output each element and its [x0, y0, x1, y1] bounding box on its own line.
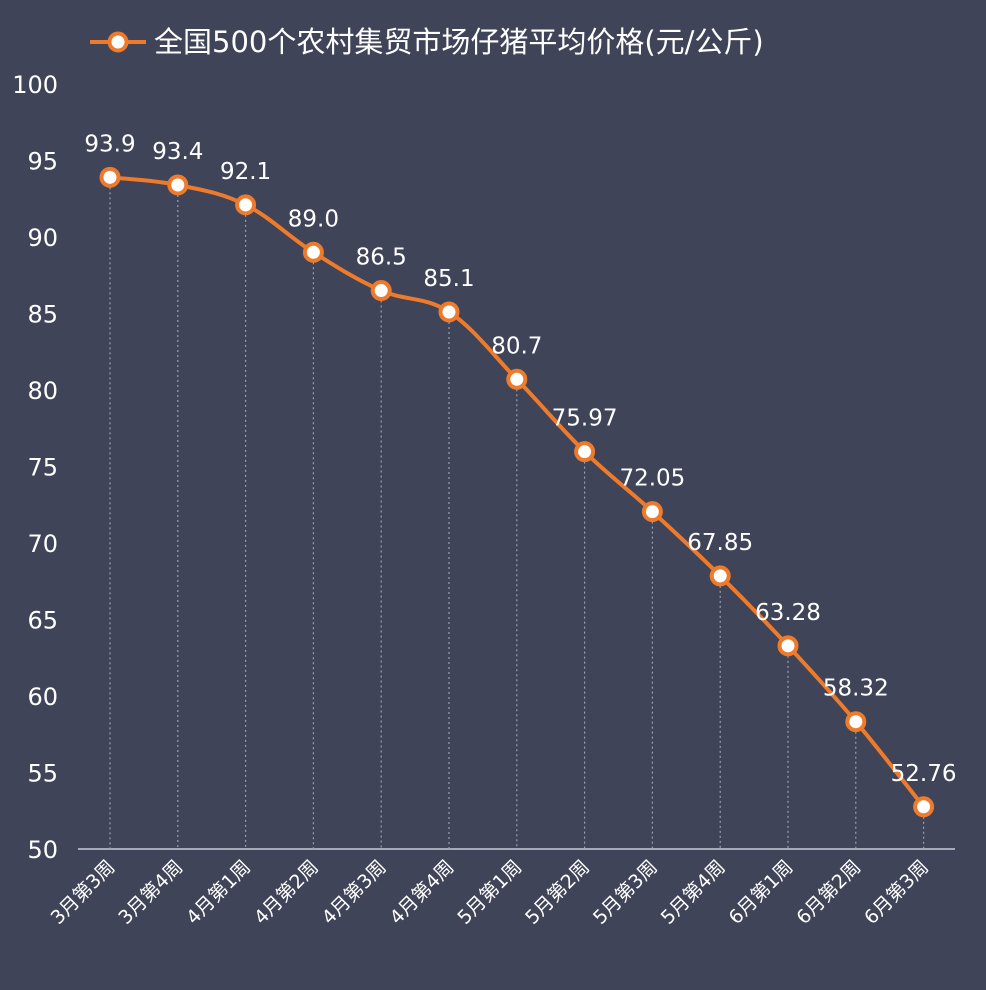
data-point: [506, 368, 528, 390]
y-tick-label: 85: [27, 301, 58, 329]
data-point: [167, 174, 189, 196]
data-point: [574, 441, 596, 463]
x-tick-label: 6月第1周: [725, 856, 798, 929]
data-labels: 93.9 93.4 92.1 89.0 86.5 85.1 80.7 75.97 72.05 67…: [84, 131, 956, 786]
data-label: 80.7: [491, 333, 542, 359]
x-tick-label: 4月第1周: [182, 856, 255, 929]
data-label: 58.32: [823, 676, 889, 702]
x-tick-label: 4月第2周: [250, 856, 323, 929]
data-label: 85.1: [423, 266, 474, 292]
data-label: 93.4: [152, 139, 203, 165]
data-label: 86.5: [356, 245, 407, 271]
x-tick-label: 4月第3周: [318, 856, 391, 929]
y-tick-label: 70: [27, 530, 58, 558]
y-tick-label: 55: [27, 760, 58, 788]
data-point: [99, 166, 121, 188]
x-tick-label: 4月第4周: [386, 856, 459, 929]
x-tick-label: 5月第3周: [589, 856, 662, 929]
y-tick-label: 50: [27, 836, 58, 864]
y-tick-label: 100: [12, 71, 58, 99]
drop-lines: [109, 177, 925, 849]
series-line: [108, 175, 926, 809]
data-point: [709, 565, 731, 587]
x-tick-label: 6月第3周: [860, 856, 933, 929]
x-tick-label: 5月第1周: [453, 856, 526, 929]
y-tick-label: 95: [27, 148, 58, 176]
x-tick-label: 6月第2周: [792, 856, 865, 929]
data-point: [370, 280, 392, 302]
y-tick-label: 65: [27, 607, 58, 635]
data-point: [913, 796, 935, 818]
data-label: 67.85: [687, 530, 753, 556]
y-axis: 50 55 60 65 70 75 80 85 90 95 100: [12, 71, 58, 864]
y-tick-label: 60: [27, 683, 58, 711]
data-label: 92.1: [220, 159, 271, 185]
data-label: 89.0: [288, 206, 339, 232]
x-axis: 3月第3周3月第4周4月第1周4月第2周4月第3周4月第4周5月第1周5月第2周…: [47, 856, 934, 929]
x-tick-label: 3月第4周: [114, 856, 187, 929]
data-label: 75.97: [552, 406, 618, 432]
legend-label: 全国500个农村集贸市场仔猪平均价格(元/公斤): [154, 25, 764, 59]
legend-marker: [107, 31, 129, 53]
markers: [99, 166, 935, 818]
legend: 全国500个农村集贸市场仔猪平均价格(元/公斤): [90, 25, 764, 59]
y-tick-label: 75: [27, 454, 58, 482]
data-label: 72.05: [619, 466, 685, 492]
data-label: 52.76: [891, 761, 957, 787]
x-tick-label: 5月第4周: [657, 856, 730, 929]
x-tick-label: 3月第3周: [47, 856, 120, 929]
x-tick-label: 5月第2周: [521, 856, 594, 929]
data-point: [438, 301, 460, 323]
data-label: 63.28: [755, 600, 821, 626]
data-point: [302, 241, 324, 263]
data-label: 93.9: [84, 131, 135, 157]
y-tick-label: 90: [27, 224, 58, 252]
data-point: [641, 501, 663, 523]
data-point: [845, 711, 867, 733]
data-point: [777, 635, 799, 657]
y-tick-label: 80: [27, 377, 58, 405]
data-point: [235, 194, 257, 216]
